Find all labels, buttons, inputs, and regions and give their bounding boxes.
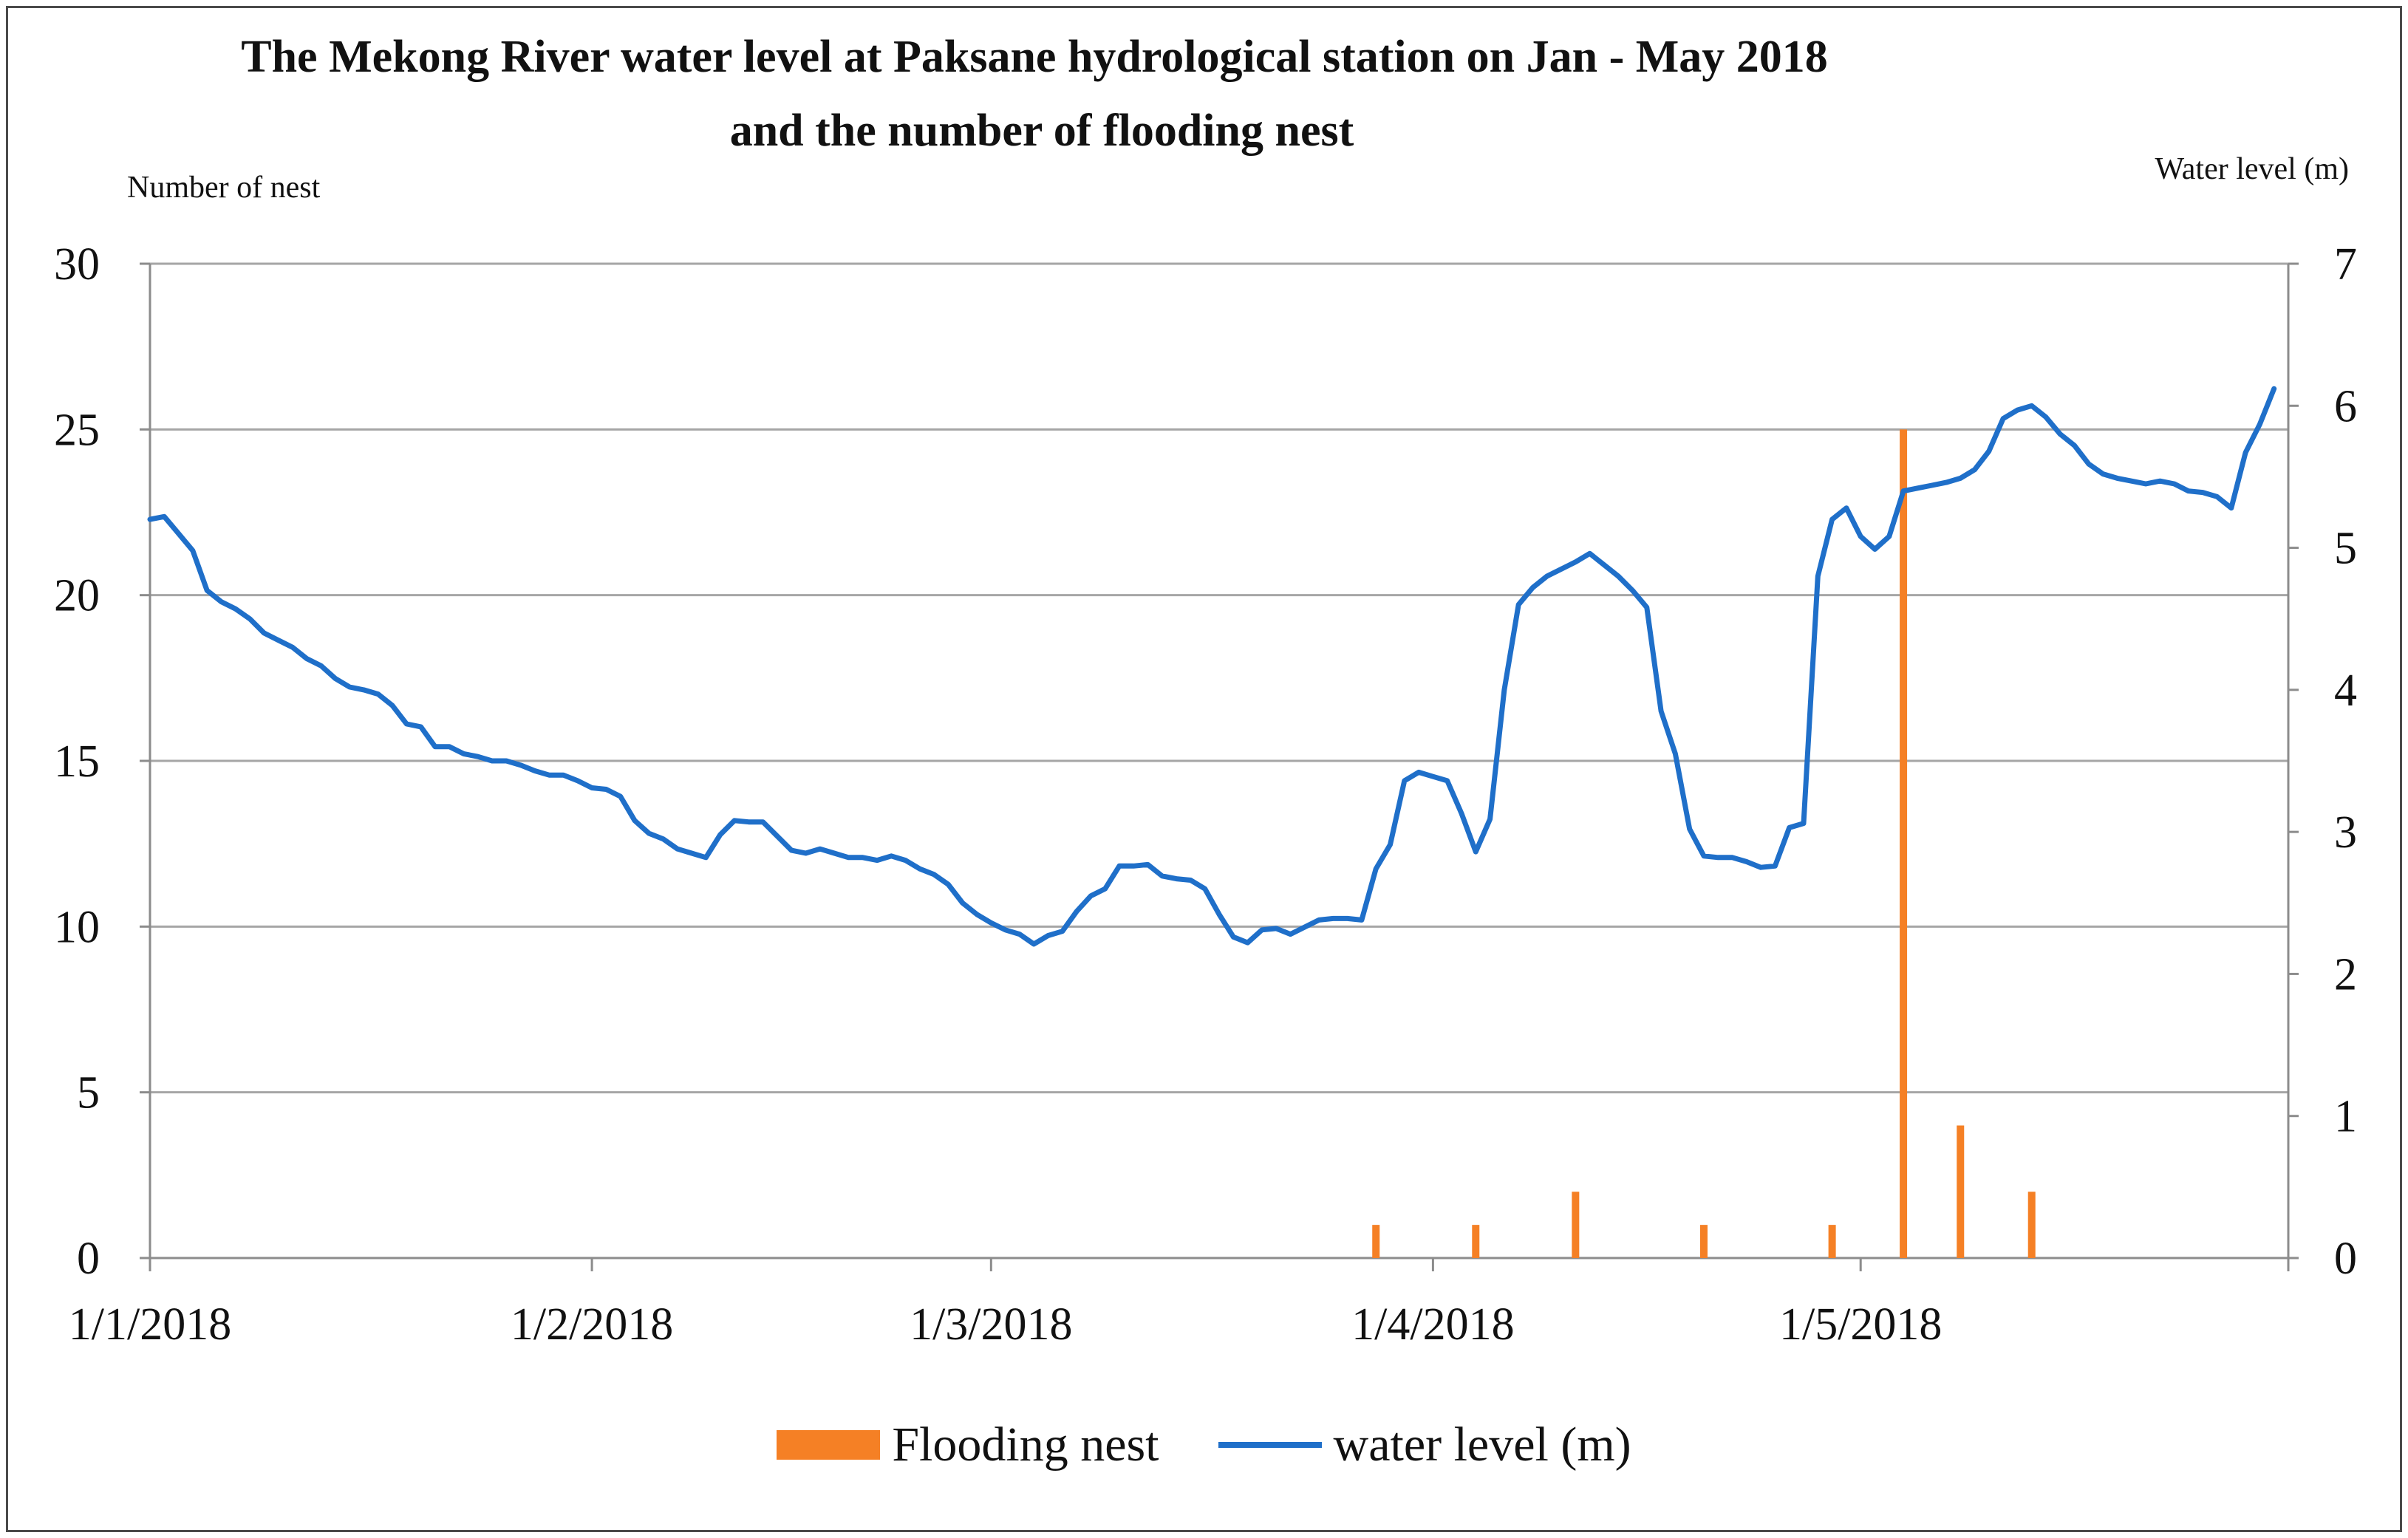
bar-flooding-nest xyxy=(2027,1192,2036,1258)
y-right-tick-label: 2 xyxy=(2334,949,2357,999)
x-tick-label: 1/2/2018 xyxy=(511,1299,673,1350)
y-right-tick-label: 1 xyxy=(2334,1092,2357,1142)
y-right-tick-label: 7 xyxy=(2334,239,2357,290)
y-right-tick-label: 5 xyxy=(2334,524,2357,574)
y-left-tick-label: 0 xyxy=(77,1234,100,1284)
x-tick-label: 1/1/2018 xyxy=(69,1299,231,1350)
bar-flooding-nest xyxy=(1372,1225,1380,1258)
legend-label-flooding-nest: Flooding nest xyxy=(892,1418,1159,1472)
y-left-tick-label: 15 xyxy=(54,736,100,787)
bar-flooding-nest xyxy=(1572,1192,1580,1258)
y-left-tick-label: 20 xyxy=(54,571,100,621)
legend-swatch-bar xyxy=(777,1430,881,1460)
chart-title: The Mekong River water level at Paksane … xyxy=(241,32,1828,82)
legend-item-flooding-nest: Flooding nest xyxy=(777,1417,1159,1473)
y-left-tick-label: 30 xyxy=(54,239,100,290)
bar-flooding-nest xyxy=(1900,429,1908,1259)
y-right-tick-label: 3 xyxy=(2334,807,2357,858)
y-axis-right-label: Water level (m) xyxy=(2155,152,2349,186)
legend-label-water-level: water level (m) xyxy=(1333,1418,1631,1472)
chart-subtitle: and the number of flooding nest xyxy=(729,106,1354,156)
y-right-tick-label: 0 xyxy=(2334,1234,2357,1284)
bar-flooding-nest xyxy=(1828,1225,1836,1258)
chart-legend: Flooding nest water level (m) xyxy=(0,1417,2408,1473)
legend-item-water-level: water level (m) xyxy=(1218,1417,1631,1473)
y-right-tick-label: 4 xyxy=(2334,666,2357,716)
x-tick-label: 1/4/2018 xyxy=(1351,1299,1514,1350)
y-left-tick-label: 10 xyxy=(54,902,100,952)
y-axis-left-label: Number of nest xyxy=(127,171,321,205)
y-left-tick-label: 5 xyxy=(77,1068,100,1118)
bar-flooding-nest xyxy=(1957,1125,1965,1258)
bar-flooding-nest xyxy=(1472,1225,1480,1258)
y-right-tick-label: 6 xyxy=(2334,381,2357,431)
x-tick-label: 1/5/2018 xyxy=(1779,1299,1942,1350)
series-line-water-level xyxy=(147,386,2277,947)
chart-frame xyxy=(6,6,2402,1532)
legend-swatch-line xyxy=(1218,1442,1322,1448)
bar-flooding-nest xyxy=(1699,1225,1708,1258)
x-tick-label: 1/3/2018 xyxy=(910,1299,1072,1350)
y-left-tick-label: 25 xyxy=(54,405,100,455)
